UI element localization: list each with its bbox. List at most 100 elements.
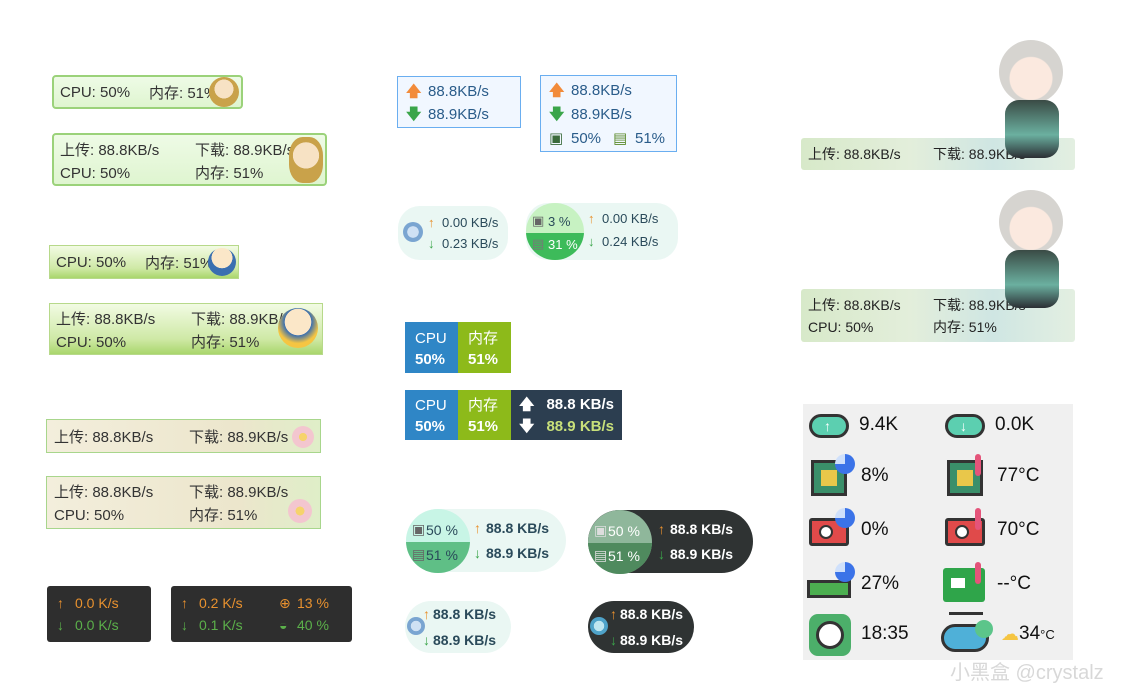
cloud-download-icon: ↓ xyxy=(943,408,987,442)
cpu-value: 50 % xyxy=(608,522,640,539)
cpu-pie-icon xyxy=(807,454,855,498)
net-tile: 🡅 88.8 KB/s 🡇 88.9 KB/s xyxy=(511,390,622,440)
upload-text: 上传: 88.8KB/s xyxy=(54,484,154,501)
gpu-temp-item: 70°C xyxy=(943,508,1039,552)
gpu-usage-item: 0% xyxy=(807,508,888,552)
gpu-usage-value: 0% xyxy=(861,519,889,540)
skin-widget-6: 上传: 88.8KB/s 下载: 88.9KB/s CPU: 50% 内存: 51% xyxy=(46,476,321,529)
globe-net-pill: ↑ 0.00 KB/s ↓ 0.23 KB/s xyxy=(398,206,508,260)
mem-value: 40 % xyxy=(297,617,329,633)
tile-widget-small: CPU 50% 内存 51% xyxy=(405,322,511,373)
weather-temp-unit: °C xyxy=(1040,626,1055,642)
upload-value: 9.4K xyxy=(859,414,899,435)
skin-widget-1: CPU: 50% 内存: 51% xyxy=(52,75,243,109)
gpu-pie-icon xyxy=(807,508,855,552)
arrow-up-icon: 🡅 xyxy=(549,82,565,99)
arrow-down-icon: ↓ xyxy=(181,617,188,633)
mem-text: 内存: 51% xyxy=(189,507,258,524)
mem-value: 31 % xyxy=(548,236,578,252)
arrow-up-icon: ↑ xyxy=(588,211,595,226)
download-value: 0.23 KB/s xyxy=(442,236,499,251)
cpu-temp-item: 77°C xyxy=(943,454,1039,498)
download-value: 88.9 KB/s xyxy=(670,546,734,562)
cpu-value: 50% xyxy=(571,130,602,147)
arrow-down-icon: 🡇 xyxy=(549,106,565,123)
circle-pill-light: ▣ 50 % ▤ 51 % ↑ 88.8 KB/s ↓ 88.9 KB/s xyxy=(406,509,566,573)
memory-icon: ▤ xyxy=(532,236,545,251)
download-item: ↓ 0.0K xyxy=(943,408,1034,442)
mem-fill xyxy=(526,232,584,260)
mem-label: 内存 xyxy=(468,397,499,414)
dark-net-widget: ↑ 0.0 K/s ↓ 0.0 K/s xyxy=(47,586,151,642)
cpu-temp-value: 77°C xyxy=(997,465,1040,486)
cloud-upload-icon: ↑ xyxy=(807,408,851,442)
gauge-net-pill: ▣ 3 % ▤ 31 % ↑ 0.00 KB/s ↓ 0.24 KB/s xyxy=(526,203,678,260)
time-item: 18:35 xyxy=(807,612,909,656)
arrow-up-icon: ↑ xyxy=(428,215,435,230)
upload-text: 上传: 88.8KB/s xyxy=(808,297,901,313)
mem-value: 51 % xyxy=(426,546,458,563)
arrow-up-icon: ↑ xyxy=(474,520,481,536)
upload-item: ↑ 9.4K xyxy=(807,408,898,442)
cloud-weather-icon xyxy=(941,612,995,656)
mem-fill xyxy=(588,542,652,574)
download-value: 88.9 KB/s xyxy=(433,632,497,648)
cpu-text: CPU: 50% xyxy=(56,334,127,351)
memory-icon: ▤ xyxy=(412,546,426,562)
chibi-girl-icon xyxy=(989,190,1074,310)
cpu-usage-item: 8% xyxy=(807,454,888,498)
upload-value: 88.8 KB/s xyxy=(486,520,550,536)
mem-tile: 内存 51% xyxy=(458,322,511,373)
tile-widget-full: CPU 50% 内存 51% 🡅 88.8 KB/s 🡇 88.9 KB/s xyxy=(405,390,622,440)
skin-widget-4: 上传: 88.8KB/s 下载: 88.9KB/s CPU: 50% 内存: 51% xyxy=(49,303,323,355)
watermark: 小黑盒 @crystalz xyxy=(950,662,1104,684)
cpu-chip-icon: ▣ xyxy=(549,130,564,147)
circle-pill-dark: ▣ 50 % ▤ 51 % ↑ 88.8 KB/s ↓ 88.9 KB/s xyxy=(588,510,753,574)
arrow-down-icon: 🡇 xyxy=(406,106,422,123)
time-value: 18:35 xyxy=(861,623,909,644)
upload-text: 上传: 88.8KB/s xyxy=(54,428,154,446)
download-value: 0.24 KB/s xyxy=(602,234,659,249)
memory-icon: ▤ xyxy=(594,547,608,563)
globe-icon xyxy=(407,617,425,635)
chibi-skin-widget-2: 上传: 88.8KB/s 下载: 88.9KB/s CPU: 50% 内存: 51% xyxy=(801,190,1075,342)
cpu-chip-icon: ⊕ xyxy=(279,595,291,611)
cpu-thermometer-icon xyxy=(943,454,989,498)
dark-full-widget: ↑ 0.2 K/s ⊕ 13 % ↓ 0.1 K/s ◒ 40 % xyxy=(171,586,352,642)
chibi-girl-icon xyxy=(989,40,1074,160)
weather-temp-value: 34 xyxy=(1019,623,1041,644)
globe-icon xyxy=(403,222,423,242)
arrow-down-icon: ↓ xyxy=(57,617,64,633)
mem-value: 51 % xyxy=(608,547,640,564)
arrow-up-icon: ↑ xyxy=(658,521,665,537)
cpu-label: CPU xyxy=(415,330,447,347)
cpu-value: 50% xyxy=(415,418,446,435)
upload-value: 88.8 KB/s xyxy=(546,396,614,413)
upload-text: 上传: 88.8KB/s xyxy=(56,311,156,328)
weather-item: ☁ 34 °C xyxy=(941,612,1055,656)
arrow-down-icon: ↓ xyxy=(588,234,595,249)
upload-value: 88.8 KB/s xyxy=(620,606,684,622)
usage-gauge: ▣ 3 % ▤ 31 % xyxy=(526,203,584,260)
mem-value: 51% xyxy=(635,130,666,147)
arrow-down-icon: 🡇 xyxy=(519,418,535,435)
download-text: 下载: 88.9KB/s xyxy=(189,484,289,501)
cpu-text: CPU: 50% xyxy=(56,253,127,271)
cpu-text: CPU: 50% xyxy=(60,165,131,182)
arrow-up-icon: ↑ xyxy=(610,606,617,622)
cpu-value: 3 % xyxy=(548,213,571,229)
download-value: 88.9 KB/s xyxy=(486,545,550,561)
upload-value: 0.00 KB/s xyxy=(602,211,659,226)
upload-value: 0.00 KB/s xyxy=(442,215,499,230)
cpu-value: 13 % xyxy=(297,595,329,611)
arrow-up-icon: 🡅 xyxy=(519,396,535,413)
arrow-up-icon: ↑ xyxy=(57,595,64,611)
cpu-value: 50 % xyxy=(426,521,458,538)
upload-text: 上传: 88.8KB/s xyxy=(60,142,160,159)
download-value: 0.0K xyxy=(995,414,1035,435)
arrow-down-icon: ↓ xyxy=(658,546,665,562)
cpu-usage-value: 8% xyxy=(861,465,889,486)
download-value: 88.9 KB/s xyxy=(620,632,684,648)
globe-pill-dark: ↑ 88.8 KB/s ↓ 88.9 KB/s xyxy=(588,601,694,653)
mem-text: 内存: 51% xyxy=(195,165,264,182)
